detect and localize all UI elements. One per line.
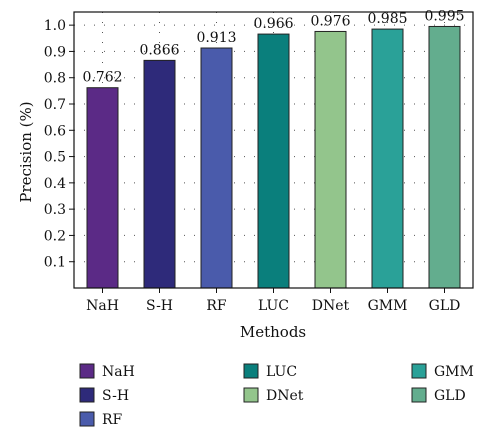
- y-tick-label: 0.9: [44, 44, 66, 60]
- legend-swatch-s-h: [79, 387, 95, 403]
- x-tick-label: NaH: [86, 298, 119, 314]
- x-tick-label: S-H: [146, 298, 173, 314]
- bar-gld: [428, 25, 461, 289]
- x-tick-label: LUC: [258, 298, 289, 314]
- data-label-s-h: 0.866: [139, 42, 179, 58]
- legend-swatch-dnet: [243, 387, 259, 403]
- x-tick-label: GMM: [368, 298, 408, 314]
- data-label-luc: 0.966: [253, 16, 293, 32]
- bar-s-h: [143, 59, 176, 289]
- x-tick-label: DNet: [312, 298, 350, 314]
- legend-label-dnet: DNet: [266, 388, 304, 404]
- y-tick-label: 1.0: [44, 18, 66, 34]
- x-axis-title: Methods: [240, 323, 306, 341]
- bar-luc: [257, 33, 290, 289]
- legend-swatch-gld: [411, 387, 427, 403]
- data-label-nah: 0.762: [82, 70, 122, 86]
- x-tick-label: RF: [206, 298, 227, 314]
- y-tick-label: 0.2: [44, 228, 66, 244]
- y-tick-label: 0.6: [44, 123, 66, 139]
- y-axis-title: Precision (%): [17, 101, 35, 202]
- axes: NaH S-H RF LUC DNet GMM GLD 0.1 0.2 0.3 0.4 0.5 0.6 0…: [44, 11, 474, 314]
- y-tick-label: 0.5: [44, 150, 66, 166]
- legend-label-luc: LUC: [266, 364, 297, 380]
- y-tick-label: 0.4: [44, 176, 66, 192]
- data-label-dnet: 0.976: [310, 13, 350, 29]
- y-tick-label: 0.3: [44, 202, 66, 218]
- data-label-rf: 0.913: [196, 30, 236, 46]
- legend-swatch-rf: [79, 411, 95, 427]
- bars: [86, 25, 461, 289]
- plot-frame: [73, 11, 474, 289]
- bar-rf: [200, 47, 233, 289]
- data-label-gmm: 0.985: [367, 11, 407, 27]
- data-label-gld: 0.995: [424, 8, 464, 24]
- y-tick-label: 0.7: [44, 97, 66, 113]
- legend-label-rf: RF: [102, 412, 123, 428]
- bar-dnet: [314, 30, 347, 289]
- legend-swatch-nah: [79, 363, 95, 379]
- legend-label-gld: GLD: [434, 388, 466, 404]
- y-tick-label: 0.1: [44, 255, 66, 271]
- legend-label-gmm: GMM: [434, 364, 474, 380]
- bar-gmm: [371, 28, 404, 289]
- bar-nah: [86, 87, 119, 289]
- legend-swatch-luc: [243, 363, 259, 379]
- legend-swatch-gmm: [411, 363, 427, 379]
- legend-label-nah: NaH: [102, 364, 135, 380]
- y-tick-label: 0.8: [44, 71, 66, 87]
- legend: NaH S-H RF LUC DNet GMM GLD: [79, 363, 474, 428]
- legend-label-s-h: S-H: [102, 388, 129, 404]
- x-tick-label: GLD: [429, 298, 461, 314]
